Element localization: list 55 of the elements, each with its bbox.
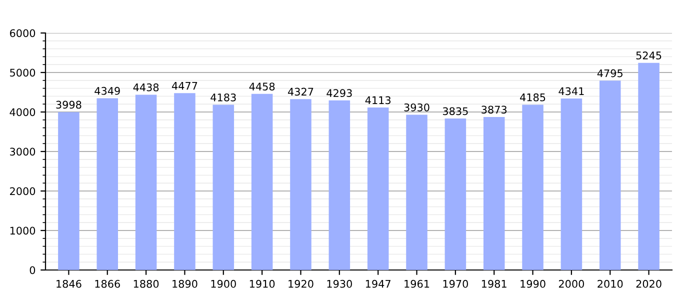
data-label: 3873 bbox=[482, 106, 507, 114]
y-tick-label: 1000 bbox=[10, 226, 36, 235]
bar bbox=[212, 104, 234, 270]
y-tick-label: 0 bbox=[30, 266, 36, 274]
bar bbox=[135, 94, 157, 270]
x-tick-label: 1990 bbox=[520, 280, 546, 288]
data-label: 4795 bbox=[597, 69, 622, 78]
x-tick-label: 1970 bbox=[443, 280, 468, 288]
x-tick-label: 1890 bbox=[172, 280, 198, 288]
bar bbox=[290, 99, 312, 270]
bar bbox=[599, 80, 621, 270]
data-label: 3998 bbox=[56, 100, 82, 109]
data-label: 4293 bbox=[326, 89, 352, 98]
x-tick-label: 1930 bbox=[327, 280, 352, 288]
data-label: 3930 bbox=[404, 103, 430, 112]
x-tick-label: 2010 bbox=[598, 280, 623, 288]
y-tick-label: 2000 bbox=[10, 187, 36, 196]
bar bbox=[522, 104, 544, 270]
x-tick-label: 1866 bbox=[95, 280, 120, 288]
bar bbox=[58, 112, 80, 270]
x-tick-label: 2000 bbox=[558, 280, 584, 288]
data-label: 3835 bbox=[442, 107, 468, 116]
y-tick-label: 4000 bbox=[10, 108, 36, 116]
x-tick-label: 1947 bbox=[366, 280, 390, 288]
x-tick-label: 1900 bbox=[211, 280, 236, 288]
bar bbox=[638, 62, 660, 270]
y-tick-label: 3000 bbox=[10, 148, 36, 156]
x-tick-label: 1880 bbox=[134, 280, 159, 288]
bar bbox=[560, 98, 582, 270]
data-label: 4477 bbox=[172, 82, 198, 90]
y-tick-label: 5000 bbox=[10, 68, 36, 77]
y-tick-label: 6000 bbox=[10, 29, 36, 38]
data-label: 4183 bbox=[210, 93, 236, 102]
data-label: 4113 bbox=[365, 96, 391, 104]
x-tick-label: 1981 bbox=[482, 280, 506, 288]
x-tick-label: 1961 bbox=[404, 280, 430, 288]
bar bbox=[406, 114, 428, 270]
bar bbox=[328, 100, 350, 270]
x-tick-label: 1910 bbox=[250, 280, 275, 288]
data-label: 4438 bbox=[133, 83, 159, 92]
bar bbox=[367, 108, 389, 270]
x-tick-label: 1846 bbox=[56, 280, 82, 288]
data-label: 4327 bbox=[288, 88, 314, 96]
bar bbox=[483, 117, 505, 270]
x-tick-label: 1920 bbox=[288, 280, 314, 288]
bar bbox=[96, 98, 118, 270]
data-label: 5245 bbox=[636, 52, 662, 60]
data-label: 4458 bbox=[249, 82, 275, 90]
data-label: 4349 bbox=[94, 86, 120, 95]
x-tick-label: 2020 bbox=[636, 280, 662, 288]
bar bbox=[444, 118, 466, 270]
data-label: 4185 bbox=[520, 93, 546, 102]
bar bbox=[251, 94, 273, 270]
data-label: 4341 bbox=[558, 87, 584, 96]
bar bbox=[174, 93, 196, 270]
